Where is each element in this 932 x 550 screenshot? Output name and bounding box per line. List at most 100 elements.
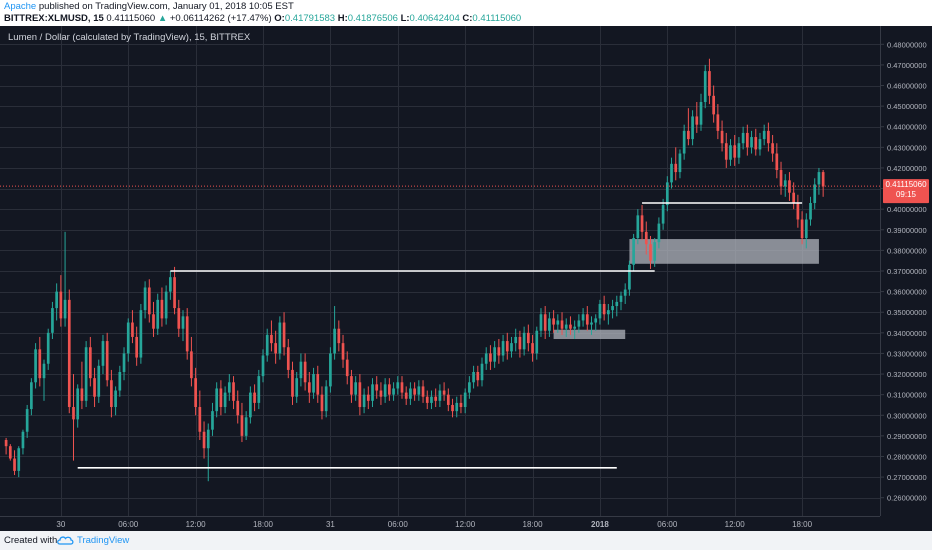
candle-body bbox=[211, 411, 214, 430]
candle-body bbox=[657, 223, 661, 243]
candle-body bbox=[480, 363, 484, 381]
candle-body bbox=[362, 394, 366, 408]
candle-body bbox=[636, 215, 640, 239]
candle-body bbox=[232, 382, 235, 401]
candle-body bbox=[190, 351, 193, 379]
candle-body bbox=[745, 132, 749, 148]
candle-body bbox=[628, 264, 631, 290]
candle-body bbox=[767, 130, 770, 144]
candle-body bbox=[396, 382, 400, 389]
candle-body bbox=[4, 439, 8, 447]
candle-body bbox=[459, 402, 463, 408]
candle-body bbox=[354, 382, 358, 395]
candle-body bbox=[762, 130, 766, 140]
candle-body bbox=[105, 341, 109, 381]
candle-body bbox=[392, 388, 395, 395]
publication-header: Apache published on TradingView.com, Jan… bbox=[0, 0, 932, 26]
candle-body bbox=[181, 316, 185, 329]
candle-body bbox=[577, 320, 581, 327]
price-tick-label: 0.43000000 bbox=[887, 143, 927, 152]
candle-body bbox=[404, 392, 408, 399]
price-tick-label: 0.30000000 bbox=[887, 411, 927, 420]
candle-body bbox=[750, 137, 753, 148]
candle-body bbox=[227, 382, 231, 393]
time-tick-label: 12:00 bbox=[725, 520, 746, 529]
candle-body bbox=[114, 390, 117, 408]
candle-body bbox=[206, 429, 210, 449]
candle-body bbox=[76, 388, 80, 420]
candle-body bbox=[796, 202, 800, 220]
candle-body bbox=[644, 231, 648, 245]
candle-body bbox=[101, 341, 105, 366]
time-tick-label: 18:00 bbox=[523, 520, 544, 529]
candle-body bbox=[341, 343, 345, 360]
candle-body bbox=[110, 380, 113, 408]
candle-body bbox=[514, 336, 518, 344]
candlestick-chart[interactable]: 0.26000000 0.27000000 0.28000000 0.29000000… bbox=[0, 26, 932, 531]
candle-body bbox=[93, 378, 96, 397]
price-tick-label: 0.47000000 bbox=[887, 61, 927, 70]
candle-body bbox=[278, 322, 282, 354]
price-tick-label: 0.39000000 bbox=[887, 226, 927, 235]
candle-body bbox=[240, 415, 244, 436]
candle-body bbox=[434, 396, 438, 401]
candle-body bbox=[17, 448, 21, 471]
candle-body bbox=[282, 322, 286, 348]
candle-body bbox=[307, 382, 311, 393]
candle-body bbox=[249, 392, 252, 418]
candle-body bbox=[147, 287, 151, 315]
candle-body bbox=[670, 163, 673, 183]
candle-body bbox=[695, 116, 699, 125]
candle-body bbox=[687, 130, 690, 140]
candle-body bbox=[295, 378, 299, 397]
candle-body bbox=[754, 137, 758, 150]
candle-body bbox=[333, 328, 336, 354]
candle-body bbox=[46, 332, 50, 364]
price-tick-label: 0.36000000 bbox=[887, 288, 927, 297]
candle-body bbox=[173, 277, 176, 309]
candle-body bbox=[375, 384, 379, 391]
price-tick-label: 0.46000000 bbox=[887, 82, 927, 91]
candle-body bbox=[674, 163, 678, 173]
open-label: O: bbox=[274, 13, 285, 24]
candle-body bbox=[291, 369, 294, 397]
chart-title: Lumen / Dollar (calculated by TradingVie… bbox=[8, 32, 251, 43]
candle-body bbox=[708, 71, 711, 96]
candle-body bbox=[312, 374, 315, 393]
tradingview-brand[interactable]: TradingView bbox=[77, 535, 130, 546]
publication-line: Apache published on TradingView.com, Jan… bbox=[4, 1, 294, 13]
price-tick-label: 0.48000000 bbox=[887, 40, 927, 49]
candle-body bbox=[526, 332, 530, 344]
author-link[interactable]: Apache bbox=[4, 1, 37, 12]
candle-body bbox=[8, 446, 12, 459]
candle-body bbox=[425, 396, 429, 403]
candle-body bbox=[143, 287, 147, 311]
candle-body bbox=[792, 192, 796, 203]
candle-body bbox=[329, 353, 332, 387]
time-axis[interactable]: 30 06:00 12:00 18:00 31 06:00 12:00 18:00 2018 06… bbox=[56, 520, 812, 529]
candle-body bbox=[598, 303, 602, 319]
change-value: +0.06114262 (+17.47%) bbox=[169, 13, 272, 24]
candle-body bbox=[164, 291, 168, 319]
candle-body bbox=[350, 376, 353, 395]
candle-body bbox=[505, 341, 509, 352]
candle-body bbox=[236, 400, 240, 416]
price-axis[interactable]: 0.26000000 0.27000000 0.28000000 0.29000000… bbox=[880, 40, 927, 503]
candle-body bbox=[594, 318, 598, 323]
candle-body bbox=[590, 322, 593, 325]
candle-body bbox=[400, 382, 404, 393]
candle-body bbox=[59, 291, 63, 319]
candle-body bbox=[88, 347, 92, 379]
candle-body bbox=[55, 291, 58, 309]
time-tick-label: 31 bbox=[326, 520, 335, 529]
zone-rectangle bbox=[629, 239, 819, 264]
candle-body bbox=[602, 303, 606, 315]
candle-body bbox=[84, 347, 88, 401]
candle-body bbox=[809, 202, 812, 220]
candle-body bbox=[463, 392, 467, 408]
price-tick-label: 0.27000000 bbox=[887, 473, 927, 482]
candle-body bbox=[813, 184, 817, 203]
candle-body bbox=[160, 299, 164, 319]
price-tick-label: 0.32000000 bbox=[887, 370, 927, 379]
candle-body bbox=[497, 347, 501, 356]
